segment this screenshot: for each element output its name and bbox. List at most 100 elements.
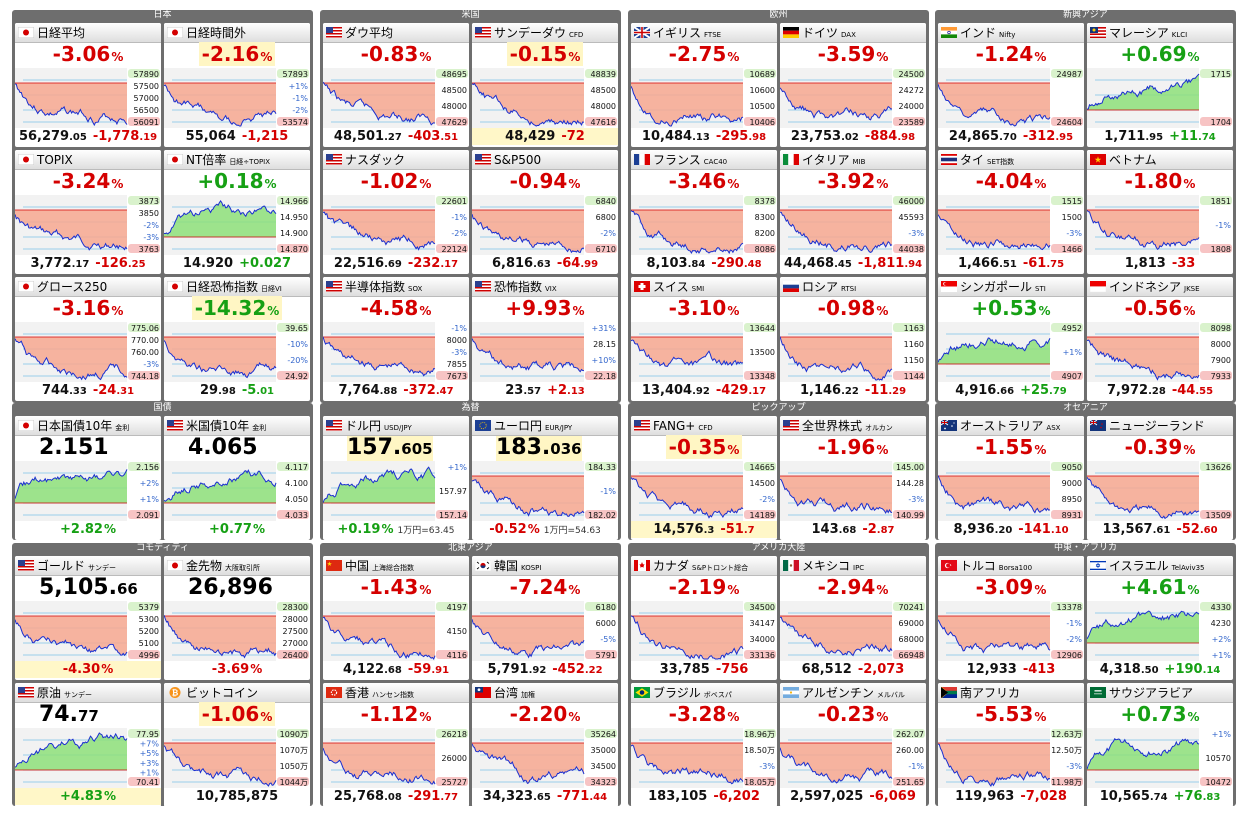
market-tile[interactable]: イタリア MIB -3.92% 46000 45593 -3% 44038 44,468.45… xyxy=(780,150,926,274)
price-chart[interactable]: 2.156 +2% +1% 2.091 xyxy=(15,461,161,521)
price-chart[interactable]: 13626 13509 xyxy=(1087,461,1233,521)
market-tile[interactable]: グロース250 -3.16% 775.06 770.00 760.00 -3% 744.18… xyxy=(15,277,161,401)
price-chart[interactable]: 1163 1160 1150 1144 xyxy=(780,322,926,382)
price-chart[interactable]: +1% 10570 10472 xyxy=(1087,728,1233,788)
market-tile[interactable]: ロシア RTSI -0.98% 1163 1160 1150 1144 1,146.22 -11… xyxy=(780,277,926,401)
price-chart[interactable]: 13644 13500 13348 xyxy=(631,322,777,382)
price-chart[interactable]: 145.00 144.28 -3% 140.99 xyxy=(780,461,926,521)
price-chart[interactable]: 4952 +1% 4907 xyxy=(938,322,1084,382)
market-tile[interactable]: FANG+ CFD -0.35% 14665 14500 -2% 14189 14,576.3… xyxy=(631,416,777,540)
current-value: 2,597,025 xyxy=(790,789,864,804)
tile-footer: -0.52% 1万円=54.63 xyxy=(472,521,618,538)
market-tile[interactable]: 日経時間外 -2.16% 57893 +1% -1% -2% 53574 55,064 -1,2… xyxy=(164,23,310,147)
price-chart[interactable]: 28300 28000 27500 27000 26400 xyxy=(164,601,310,661)
price-chart[interactable]: 77.95+7%+5%+3%+1%70.41 xyxy=(15,728,161,788)
price-chart[interactable]: 48695 48500 48000 47629 xyxy=(323,68,469,128)
market-tile[interactable]: 恐怖指数 VIX +9.93% +31% 28.15 +10% 22.18 23.57 +2.1… xyxy=(472,277,618,401)
market-tile[interactable]: 韓国 KOSPI -7.24% 6180 6000 -5% 5791 5,791.92 -452… xyxy=(472,556,618,680)
market-tile[interactable]: タイ SET指数 -4.04% 1515 1500 -3% 1466 1,466.51 -61.… xyxy=(938,150,1084,274)
price-chart[interactable]: 48839 48500 48000 47616 xyxy=(472,68,618,128)
price-chart[interactable]: 34500 34147 34000 33136 xyxy=(631,601,777,661)
price-chart[interactable]: 3873 3850 -2% -3% 3763 xyxy=(15,195,161,255)
price-chart[interactable]: 262.07 260.00 -1% 251.65 xyxy=(780,728,926,788)
price-chart[interactable]: 12.63万 12.50万 -3% 11.98万 xyxy=(938,728,1084,788)
market-tile[interactable]: マレーシア KLCI +0.69% 1715 1704 1,711.95 +11.74 xyxy=(1087,23,1233,147)
market-tile[interactable]: ゴールド サンデー 5,105.66 5379 5300 5200 5100 4996 -4.3… xyxy=(15,556,161,680)
price-chart[interactable]: 13378 -1% -2% 12906 xyxy=(938,601,1084,661)
price-chart[interactable]: 1090万 1070万 1050万 1044万 xyxy=(164,728,310,788)
tile-subname: オルカン xyxy=(865,424,893,432)
market-tile[interactable]: インド Nifty -1.24% 24987 24604 24,865.70 -312.95 xyxy=(938,23,1084,147)
market-tile[interactable]: 原油 サンデー 74.77 77.95 +7% +5% +3% +1% 70.41 +4.83% xyxy=(15,683,161,807)
price-chart[interactable]: 6180 6000 -5% 5791 xyxy=(472,601,618,661)
market-tile[interactable]: 中国 上海総合指数 -1.43% 4197 4150 4116 4,122.68 -59.91 xyxy=(323,556,469,680)
market-tile[interactable]: 米国債10年 金利 4.065 4.117 4.100 4.050 4.033 +0.77% xyxy=(164,416,310,540)
market-tile[interactable]: ₿ ビットコイン -1.06% 1090万 1070万 1050万 1044万 10,785,… xyxy=(164,683,310,807)
market-tile[interactable]: シンガポール STI +0.53% 4952 +1% 4907 4,916.66 +25.79 xyxy=(938,277,1084,401)
market-tile[interactable]: 全世界株式 オルカン -1.96% 145.00 144.28 -3% 140.99 143.… xyxy=(780,416,926,540)
market-tile[interactable]: アルゼンチン メルバル -0.23% 262.07 260.00 -1% 251.65 2,5… xyxy=(780,683,926,807)
price-chart[interactable]: 9050 9000 8950 8931 xyxy=(938,461,1084,521)
market-tile[interactable]: トルコ Borsa100 -3.09% 13378 -1% -2% 12906 12,933-… xyxy=(938,556,1084,680)
price-chart[interactable]: 6840 6800 -2% 6710 xyxy=(472,195,618,255)
price-chart[interactable]: 4330 4230 +2% +1% xyxy=(1087,601,1233,661)
market-tile[interactable]: インドネシア JKSE -0.56% 8098 8000 7900 7933 7,972.28… xyxy=(1087,277,1233,401)
price-chart[interactable]: 5379 5300 5200 5100 4996 xyxy=(15,601,161,661)
market-tile[interactable]: 南アフリカ -5.53% 12.63万 12.50万 -3% 11.98万 119,963-… xyxy=(938,683,1084,807)
market-tile[interactable]: ナスダック -1.02% 22601 -1% -2% 22124 22,516.69 -232… xyxy=(323,150,469,274)
market-tile[interactable]: S&P500 -0.94% 6840 6800 -2% 6710 6,816.63 -64.9… xyxy=(472,150,618,274)
price-chart[interactable]: 14.966 14.950 14.900 14.870 xyxy=(164,195,310,255)
market-tile[interactable]: 台湾 加権 -2.20% 35264 35000 34500 34323 34,323.65-… xyxy=(472,683,618,807)
market-tile[interactable]: 日経平均 -3.06% 57890 57500 57000 56500 56091 56,27… xyxy=(15,23,161,147)
price-chart[interactable]: 8378 8300 8200 8086 xyxy=(631,195,777,255)
market-tile[interactable]: ユーロ円 EUR/JPY 183.036 184.33 -1% 182.02 -0.52% 1… xyxy=(472,416,618,540)
market-tile[interactable]: フランス CAC40 -3.46% 8378 8300 8200 8086 8,103.84-… xyxy=(631,150,777,274)
price-chart[interactable]: 184.33 -1% 182.02 xyxy=(472,461,618,521)
price-chart[interactable]: 24987 24604 xyxy=(938,68,1084,128)
market-tile[interactable]: サウジアラビア +0.73% +1% 10570 10472 10,565.74 +76.8… xyxy=(1087,683,1233,807)
price-chart[interactable]: 14665 14500 -2% 14189 xyxy=(631,461,777,521)
price-chart[interactable]: 22601 -1% -2% 22124 xyxy=(323,195,469,255)
price-chart[interactable]: 35264 35000 34500 34323 xyxy=(472,728,618,788)
price-chart[interactable]: 8098 8000 7900 7933 xyxy=(1087,322,1233,382)
price-chart[interactable]: 10689 10600 10500 10406 xyxy=(631,68,777,128)
price-chart[interactable]: 57890 57500 57000 56500 56091 xyxy=(15,68,161,128)
price-chart[interactable]: 24500 24272 24000 23589 xyxy=(780,68,926,128)
market-tile[interactable]: ダウ平均 -0.83% 48695 48500 48000 47629 48,501.27-… xyxy=(323,23,469,147)
price-chart[interactable]: 1515 1500 -3% 1466 xyxy=(938,195,1084,255)
price-chart[interactable]: 46000 45593 -3% 44038 xyxy=(780,195,926,255)
market-tile[interactable]: ニュージーランド -0.39% 13626 13509 13,567.61 -52.60 xyxy=(1087,416,1233,540)
market-tile[interactable]: NT倍率 日経÷TOPIX +0.18% 14.966 14.950 14.900 14.8… xyxy=(164,150,310,274)
price-chart[interactable]: +1% 157.97 157.14 xyxy=(323,461,469,521)
market-tile[interactable]: サンデーダウ CFD -0.15% 48839 48500 48000 47616 48,42… xyxy=(472,23,618,147)
price-chart[interactable]: 26218 26000 25727 xyxy=(323,728,469,788)
price-chart[interactable]: 18.96万 18.50万 -3% 18.05万 xyxy=(631,728,777,788)
market-tile[interactable]: 日本国債10年 金利 2.151 2.156 +2% +1% 2.091 +2.82% xyxy=(15,416,161,540)
tile-name: ブラジル ボベスパ xyxy=(653,686,732,700)
market-tile[interactable]: ドル円 USD/JPY 157.605 +1% 157.97 157.14 +0.19% 1万… xyxy=(323,416,469,540)
price-chart[interactable]: 1715 1704 xyxy=(1087,68,1233,128)
market-tile[interactable]: スイス SMI -3.10% 13644 13500 13348 13,404.92 -429… xyxy=(631,277,777,401)
market-tile[interactable]: TOPIX -3.24% 3873 3850 -2% -3% 3763 3,772.17 -12… xyxy=(15,150,161,274)
market-tile[interactable]: 香港 ハンセン指数 -1.12% 26218 26000 25727 25,768.08 -2… xyxy=(323,683,469,807)
market-tile[interactable]: 半導体指数 SOX -4.58% -1% 8000 -3% 7855 7673 7,764.88… xyxy=(323,277,469,401)
price-chart[interactable]: 4.117 4.100 4.050 4.033 xyxy=(164,461,310,521)
price-chart[interactable]: 4197 4150 4116 xyxy=(323,601,469,661)
market-tile[interactable]: カナダ S&Pトロント総合 -2.19% 34500 34147 34000 33136 33… xyxy=(631,556,777,680)
market-tile[interactable]: イギリス FTSE -2.75% 10689 10600 10500 10406 10,484… xyxy=(631,23,777,147)
price-chart[interactable]: 70241 69000 68000 66948 xyxy=(780,601,926,661)
market-tile[interactable]: ブラジル ボベスパ -3.28% 18.96万 18.50万 -3% 18.05万 183,1… xyxy=(631,683,777,807)
market-tile[interactable]: 金先物 大阪取引所 26,896 28300 28000 27500 27000 26400 -… xyxy=(164,556,310,680)
market-tile[interactable]: イスラエル TelAviv35 +4.61% 4330 4230 +2% +1% 4,318.… xyxy=(1087,556,1233,680)
price-chart[interactable]: -1% 8000 -3% 7855 7673 xyxy=(323,322,469,382)
market-tile[interactable]: オーストラリア ASX -1.55% 9050 9000 8950 8931 8,936.20… xyxy=(938,416,1084,540)
price-chart[interactable]: +31% 28.15 +10% 22.18 xyxy=(472,322,618,382)
market-tile[interactable]: ベトナム -1.80% 1851 -1% 1808 1,813 -33 xyxy=(1087,150,1233,274)
market-tile[interactable]: 日経恐怖指数 日経VI -14.32% 39.65 -10% -20% 24.92 29.98… xyxy=(164,277,310,401)
market-tile[interactable]: メキシコ IPC -2.94% 70241 69000 68000 66948 68,512-… xyxy=(780,556,926,680)
price-chart[interactable]: 775.06 770.00 760.00 -3% 744.18 xyxy=(15,322,161,382)
price-chart[interactable]: 39.65 -10% -20% 24.92 xyxy=(164,322,310,382)
market-tile[interactable]: ドイツ DAX -3.59% 24500 24272 24000 23589 23,753.0… xyxy=(780,23,926,147)
price-chart[interactable]: 57893 +1% -1% -2% 53574 xyxy=(164,68,310,128)
price-chart[interactable]: 1851 -1% 1808 xyxy=(1087,195,1233,255)
